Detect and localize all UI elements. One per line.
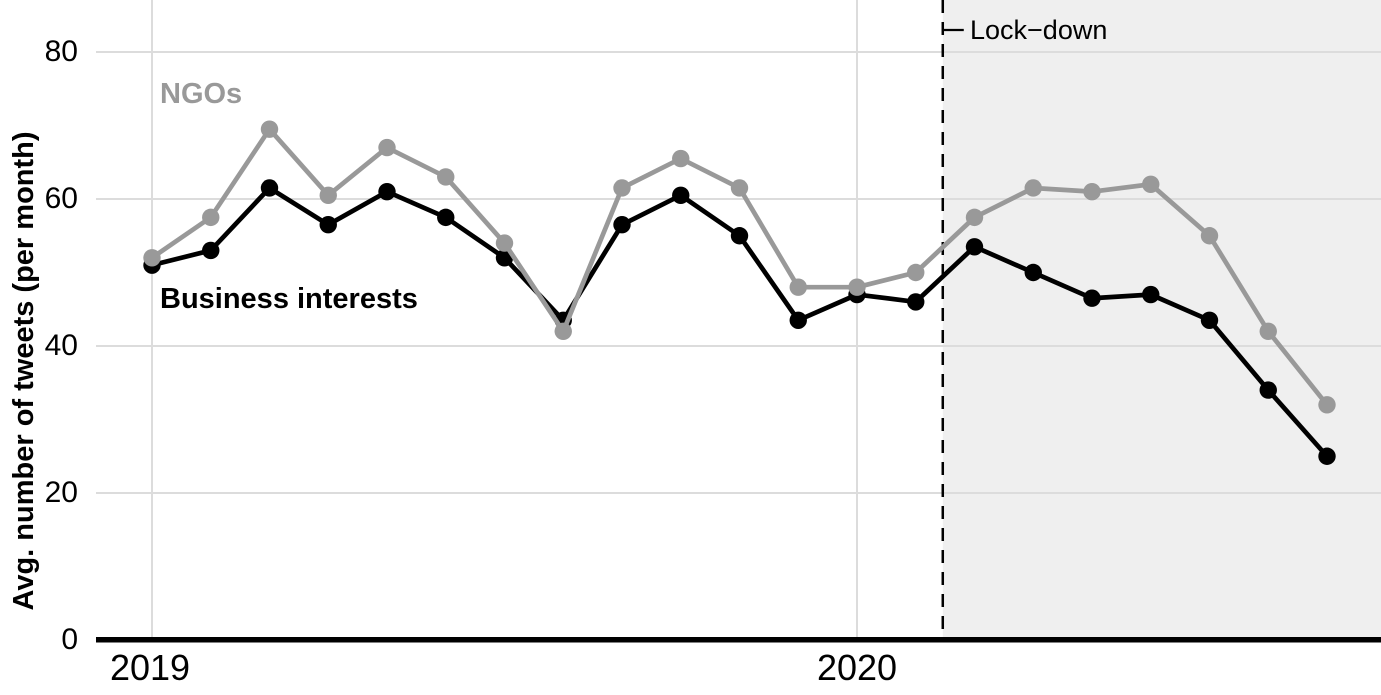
data-point — [965, 208, 984, 227]
data-point — [260, 179, 279, 197]
data-point — [1083, 289, 1101, 307]
data-point — [1259, 381, 1277, 399]
y-tick-80: 80 — [44, 35, 78, 68]
data-point — [1200, 227, 1219, 245]
data-point — [848, 278, 866, 296]
data-point — [1318, 396, 1336, 414]
lockdown-annotation-label: Lock−down — [970, 15, 1108, 45]
data-point — [907, 263, 925, 282]
data-point — [495, 234, 514, 252]
data-point — [613, 216, 631, 234]
series-label-ngos: NGOs — [160, 78, 243, 110]
x-tick-2020: 2020 — [816, 647, 898, 688]
lockdown-shaded-region — [942, 0, 1381, 637]
data-point — [907, 293, 925, 311]
data-point — [143, 249, 161, 267]
y-axis-title: Avg. number of tweets (per month) — [8, 131, 40, 611]
data-point — [554, 322, 572, 340]
data-point — [1083, 182, 1101, 201]
data-point — [1024, 179, 1042, 197]
data-point — [1024, 263, 1042, 282]
data-point — [319, 216, 337, 234]
data-point — [672, 149, 690, 168]
data-point — [672, 186, 690, 205]
data-point — [730, 227, 749, 245]
data-point — [789, 278, 807, 296]
data-point — [202, 208, 220, 227]
data-point — [730, 179, 749, 197]
data-point — [1142, 175, 1160, 193]
data-point — [437, 168, 455, 186]
data-point — [378, 138, 396, 157]
data-point — [1200, 311, 1219, 329]
series-label-business-interests: Business interests — [160, 283, 418, 315]
x-tick-2019: 2019 — [109, 647, 191, 688]
x-axis-line — [96, 637, 1381, 643]
y-tick-20: 20 — [44, 476, 78, 509]
data-point — [202, 241, 220, 260]
data-point — [1142, 285, 1160, 304]
data-point — [789, 311, 807, 329]
data-point — [378, 182, 396, 201]
data-point — [1259, 322, 1277, 340]
data-point — [1318, 447, 1336, 465]
y-tick-60: 60 — [44, 182, 78, 215]
y-tick-40: 40 — [44, 329, 78, 362]
data-point — [319, 186, 337, 205]
data-point — [965, 238, 984, 256]
data-point — [260, 120, 279, 138]
y-tick-0: 0 — [61, 623, 78, 656]
data-point — [613, 179, 631, 197]
data-point — [437, 208, 455, 227]
